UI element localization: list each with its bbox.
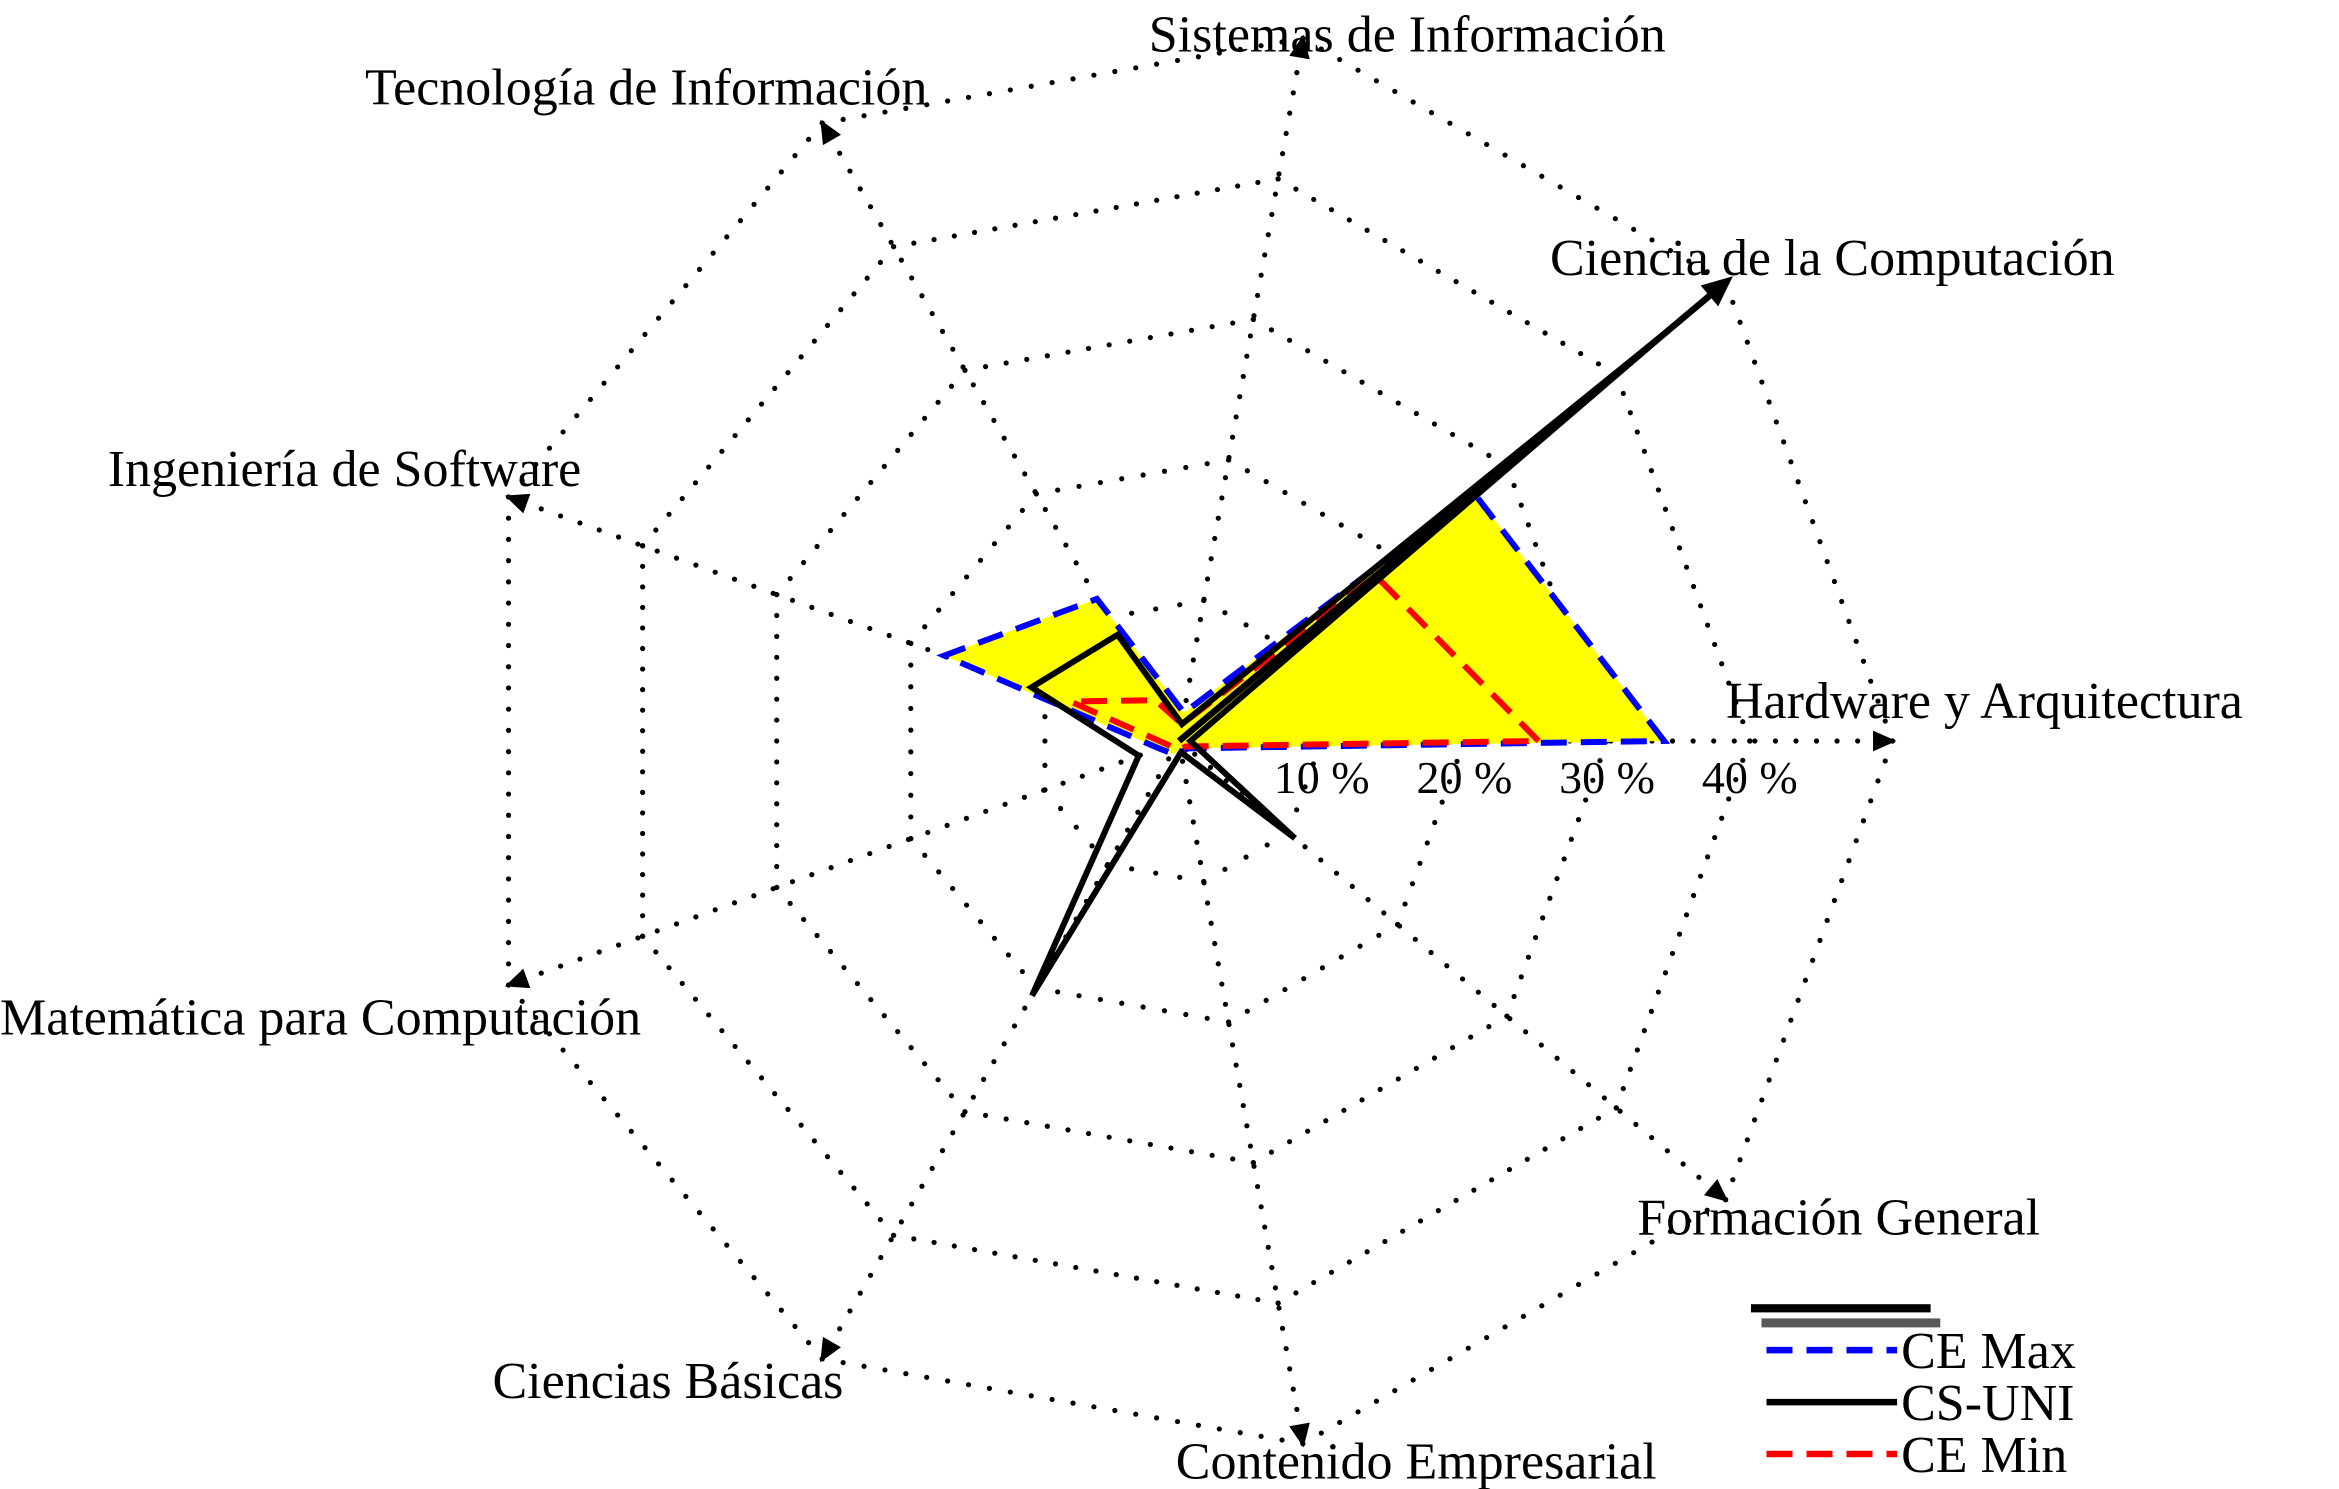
svg-text:10 %: 10 % bbox=[1274, 752, 1370, 803]
svg-text:20 %: 20 % bbox=[1416, 752, 1512, 803]
svg-text:Matemática para Computación: Matemática para Computación bbox=[0, 990, 641, 1047]
svg-text:CE Min: CE Min bbox=[1901, 1427, 2067, 1484]
svg-text:Ciencia de la Computación: Ciencia de la Computación bbox=[1550, 230, 2115, 287]
svg-text:Sistemas de Información: Sistemas de Información bbox=[1149, 7, 1666, 64]
svg-text:40 %: 40 % bbox=[1702, 752, 1798, 803]
svg-text:Tecnología de Información: Tecnología de Información bbox=[365, 60, 927, 117]
svg-text:Ciencias Básicas: Ciencias Básicas bbox=[493, 1353, 844, 1410]
svg-text:Contenido Empresarial: Contenido Empresarial bbox=[1176, 1433, 1657, 1489]
svg-text:CS-UNI: CS-UNI bbox=[1901, 1375, 2074, 1432]
svg-text:Ingeniería de Software: Ingeniería de Software bbox=[108, 441, 582, 498]
svg-text:CE Max: CE Max bbox=[1901, 1323, 2076, 1380]
svg-text:Formación General: Formación General bbox=[1637, 1190, 2040, 1247]
svg-text:Hardware y Arquitectura: Hardware y Arquitectura bbox=[1726, 673, 2243, 730]
svg-text:30 %: 30 % bbox=[1559, 752, 1655, 803]
